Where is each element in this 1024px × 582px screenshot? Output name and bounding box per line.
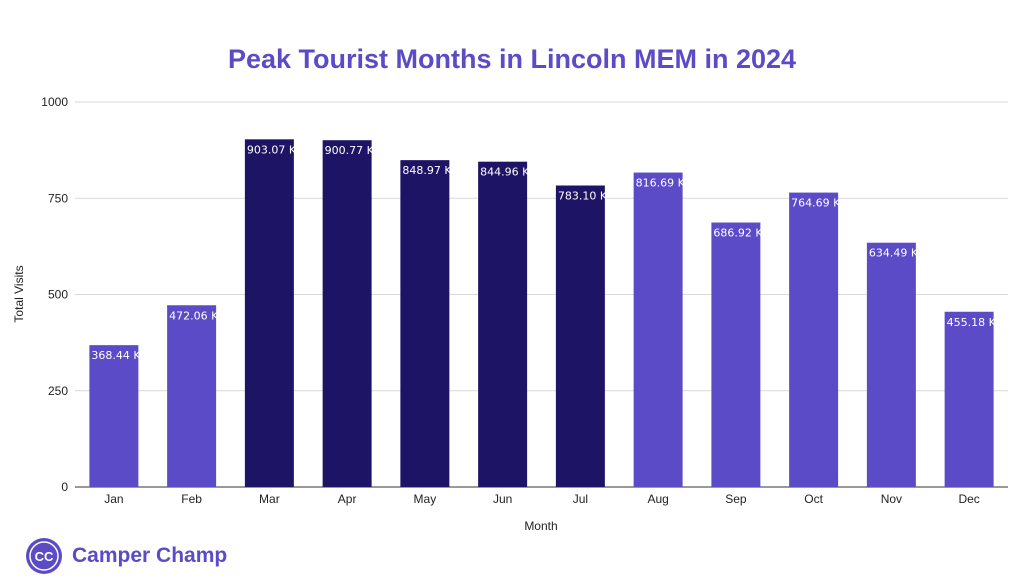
data-label: 455.18 K xyxy=(947,316,997,329)
bar xyxy=(711,222,761,487)
x-axis-title: Month xyxy=(524,519,557,533)
data-label: 764.69 K xyxy=(791,197,841,210)
y-tick-label: 1000 xyxy=(41,95,68,109)
brand-footer: CC Camper Champ xyxy=(26,536,227,576)
bar xyxy=(322,140,372,487)
y-tick-label: 250 xyxy=(48,384,68,398)
bar xyxy=(866,242,916,487)
bar xyxy=(633,172,683,488)
data-label: 900.77 K xyxy=(325,144,375,157)
bar xyxy=(167,305,217,487)
y-axis-title: Total Visits xyxy=(12,265,26,322)
bar xyxy=(944,311,994,487)
data-label: 472.06 K xyxy=(169,309,219,322)
bar xyxy=(555,185,605,487)
x-tick-label: Jul xyxy=(573,492,588,506)
y-tick-label: 750 xyxy=(48,191,68,205)
x-tick-label: Jun xyxy=(493,492,512,506)
bar xyxy=(478,161,528,487)
x-tick-label: Jan xyxy=(104,492,123,506)
data-label: 844.96 K xyxy=(480,166,530,179)
x-tick-label: Mar xyxy=(259,492,280,506)
brand-name: Camper Champ xyxy=(72,544,228,567)
x-tick-label: Dec xyxy=(958,492,979,506)
y-tick-label: 0 xyxy=(61,480,68,494)
x-tick-label: Nov xyxy=(881,492,902,506)
bar xyxy=(400,160,450,487)
bar xyxy=(789,192,839,487)
cc-logo-icon: CC xyxy=(26,538,62,574)
x-tick-label: Aug xyxy=(647,492,668,506)
x-tick-label: Apr xyxy=(338,492,357,506)
x-tick-label: Feb xyxy=(181,492,202,506)
y-tick-label: 500 xyxy=(48,288,68,302)
bar xyxy=(89,345,139,487)
data-label: 848.97 K xyxy=(402,164,452,177)
x-tick-label: Sep xyxy=(725,492,747,506)
data-label: 816.69 K xyxy=(636,177,686,190)
data-label: 783.10 K xyxy=(558,190,608,203)
data-label: 686.92 K xyxy=(713,227,763,240)
chart-title: Peak Tourist Months in Lincoln MEM in 20… xyxy=(227,44,797,74)
x-tick-label: May xyxy=(414,492,437,506)
data-label: 368.44 K xyxy=(91,349,141,362)
bar xyxy=(244,139,294,487)
data-label: 903.07 K xyxy=(247,143,297,156)
logo-text: CC xyxy=(35,549,54,564)
data-label: 634.49 K xyxy=(869,247,919,260)
x-tick-label: Oct xyxy=(804,492,823,506)
